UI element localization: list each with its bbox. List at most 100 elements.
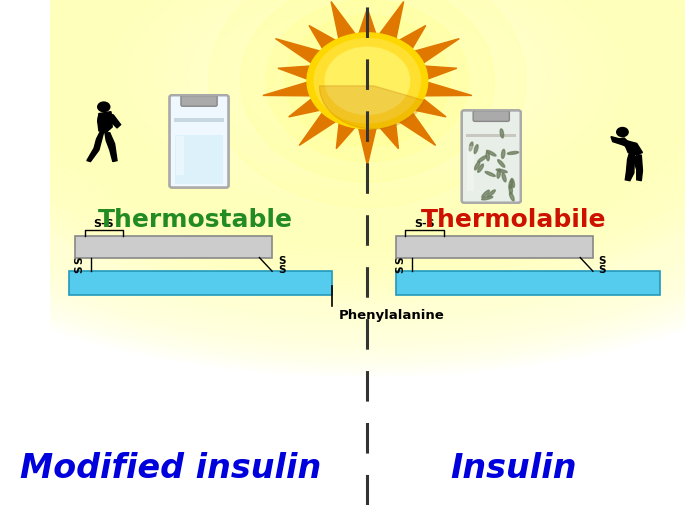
Ellipse shape [0, 0, 685, 276]
Bar [176, 136, 184, 176]
Ellipse shape [0, 0, 685, 264]
Ellipse shape [510, 192, 514, 201]
Ellipse shape [172, 0, 563, 176]
Ellipse shape [0, 0, 685, 376]
Ellipse shape [288, 36, 447, 116]
Ellipse shape [258, 21, 476, 131]
Polygon shape [105, 133, 117, 162]
Ellipse shape [224, 3, 511, 148]
Polygon shape [377, 120, 399, 148]
Ellipse shape [0, 0, 685, 303]
Ellipse shape [252, 17, 483, 135]
Ellipse shape [0, 0, 685, 326]
Ellipse shape [323, 53, 412, 98]
Polygon shape [410, 96, 446, 117]
Text: Thermostable: Thermostable [99, 208, 293, 232]
Circle shape [240, 0, 495, 182]
Ellipse shape [0, 0, 685, 281]
Ellipse shape [270, 26, 465, 126]
Ellipse shape [208, 0, 527, 158]
Ellipse shape [487, 190, 495, 197]
Ellipse shape [502, 173, 506, 182]
Ellipse shape [474, 144, 478, 154]
Ellipse shape [486, 152, 489, 161]
Ellipse shape [119, 0, 616, 203]
Ellipse shape [0, 0, 685, 344]
Polygon shape [377, 2, 403, 42]
Text: Insulin: Insulin [450, 452, 577, 485]
Ellipse shape [29, 0, 685, 248]
Ellipse shape [190, 0, 545, 167]
Ellipse shape [229, 6, 506, 146]
Ellipse shape [353, 68, 382, 83]
Polygon shape [98, 115, 108, 133]
Ellipse shape [0, 0, 685, 316]
Ellipse shape [149, 0, 585, 186]
Ellipse shape [0, 0, 685, 359]
Polygon shape [625, 154, 634, 181]
Ellipse shape [0, 0, 685, 341]
Ellipse shape [0, 0, 685, 314]
Ellipse shape [313, 48, 422, 104]
Ellipse shape [163, 0, 572, 180]
Ellipse shape [0, 0, 685, 298]
Ellipse shape [0, 0, 685, 296]
Ellipse shape [485, 172, 495, 176]
Ellipse shape [249, 16, 486, 136]
Circle shape [307, 33, 427, 129]
FancyBboxPatch shape [169, 95, 229, 188]
Polygon shape [420, 66, 457, 81]
Ellipse shape [0, 0, 685, 291]
Text: S: S [395, 257, 406, 264]
Circle shape [285, 15, 450, 146]
Ellipse shape [184, 0, 551, 168]
Ellipse shape [75, 0, 660, 224]
Ellipse shape [0, 0, 685, 304]
FancyBboxPatch shape [181, 96, 217, 106]
Ellipse shape [269, 26, 466, 126]
Ellipse shape [21, 0, 685, 253]
Ellipse shape [125, 0, 610, 198]
Polygon shape [309, 25, 339, 52]
Ellipse shape [127, 0, 608, 198]
Ellipse shape [261, 21, 474, 130]
Ellipse shape [469, 142, 473, 151]
Ellipse shape [0, 0, 685, 293]
Polygon shape [634, 155, 643, 181]
Ellipse shape [298, 41, 436, 111]
Ellipse shape [0, 0, 685, 271]
Ellipse shape [1, 0, 685, 261]
Ellipse shape [0, 0, 685, 339]
Ellipse shape [164, 0, 571, 178]
Ellipse shape [65, 0, 670, 230]
Ellipse shape [199, 0, 536, 161]
Ellipse shape [347, 66, 387, 86]
Ellipse shape [0, 0, 685, 284]
Circle shape [98, 102, 110, 112]
Ellipse shape [305, 44, 429, 108]
Ellipse shape [296, 39, 438, 112]
Text: S: S [75, 257, 85, 264]
Ellipse shape [0, 0, 685, 321]
Ellipse shape [160, 0, 575, 181]
Ellipse shape [225, 3, 510, 148]
Ellipse shape [482, 190, 489, 197]
Ellipse shape [0, 0, 685, 346]
Ellipse shape [509, 180, 512, 188]
Ellipse shape [47, 0, 685, 239]
Ellipse shape [0, 0, 685, 374]
Polygon shape [358, 9, 377, 37]
Polygon shape [109, 114, 121, 128]
Ellipse shape [0, 0, 685, 361]
Ellipse shape [475, 162, 480, 170]
Polygon shape [336, 120, 358, 148]
Ellipse shape [0, 0, 685, 354]
Ellipse shape [328, 56, 407, 96]
Polygon shape [278, 66, 314, 81]
Ellipse shape [0, 0, 685, 334]
Ellipse shape [60, 0, 674, 231]
Ellipse shape [11, 0, 685, 256]
Ellipse shape [16, 0, 685, 254]
Ellipse shape [508, 152, 519, 155]
Ellipse shape [216, 0, 519, 153]
